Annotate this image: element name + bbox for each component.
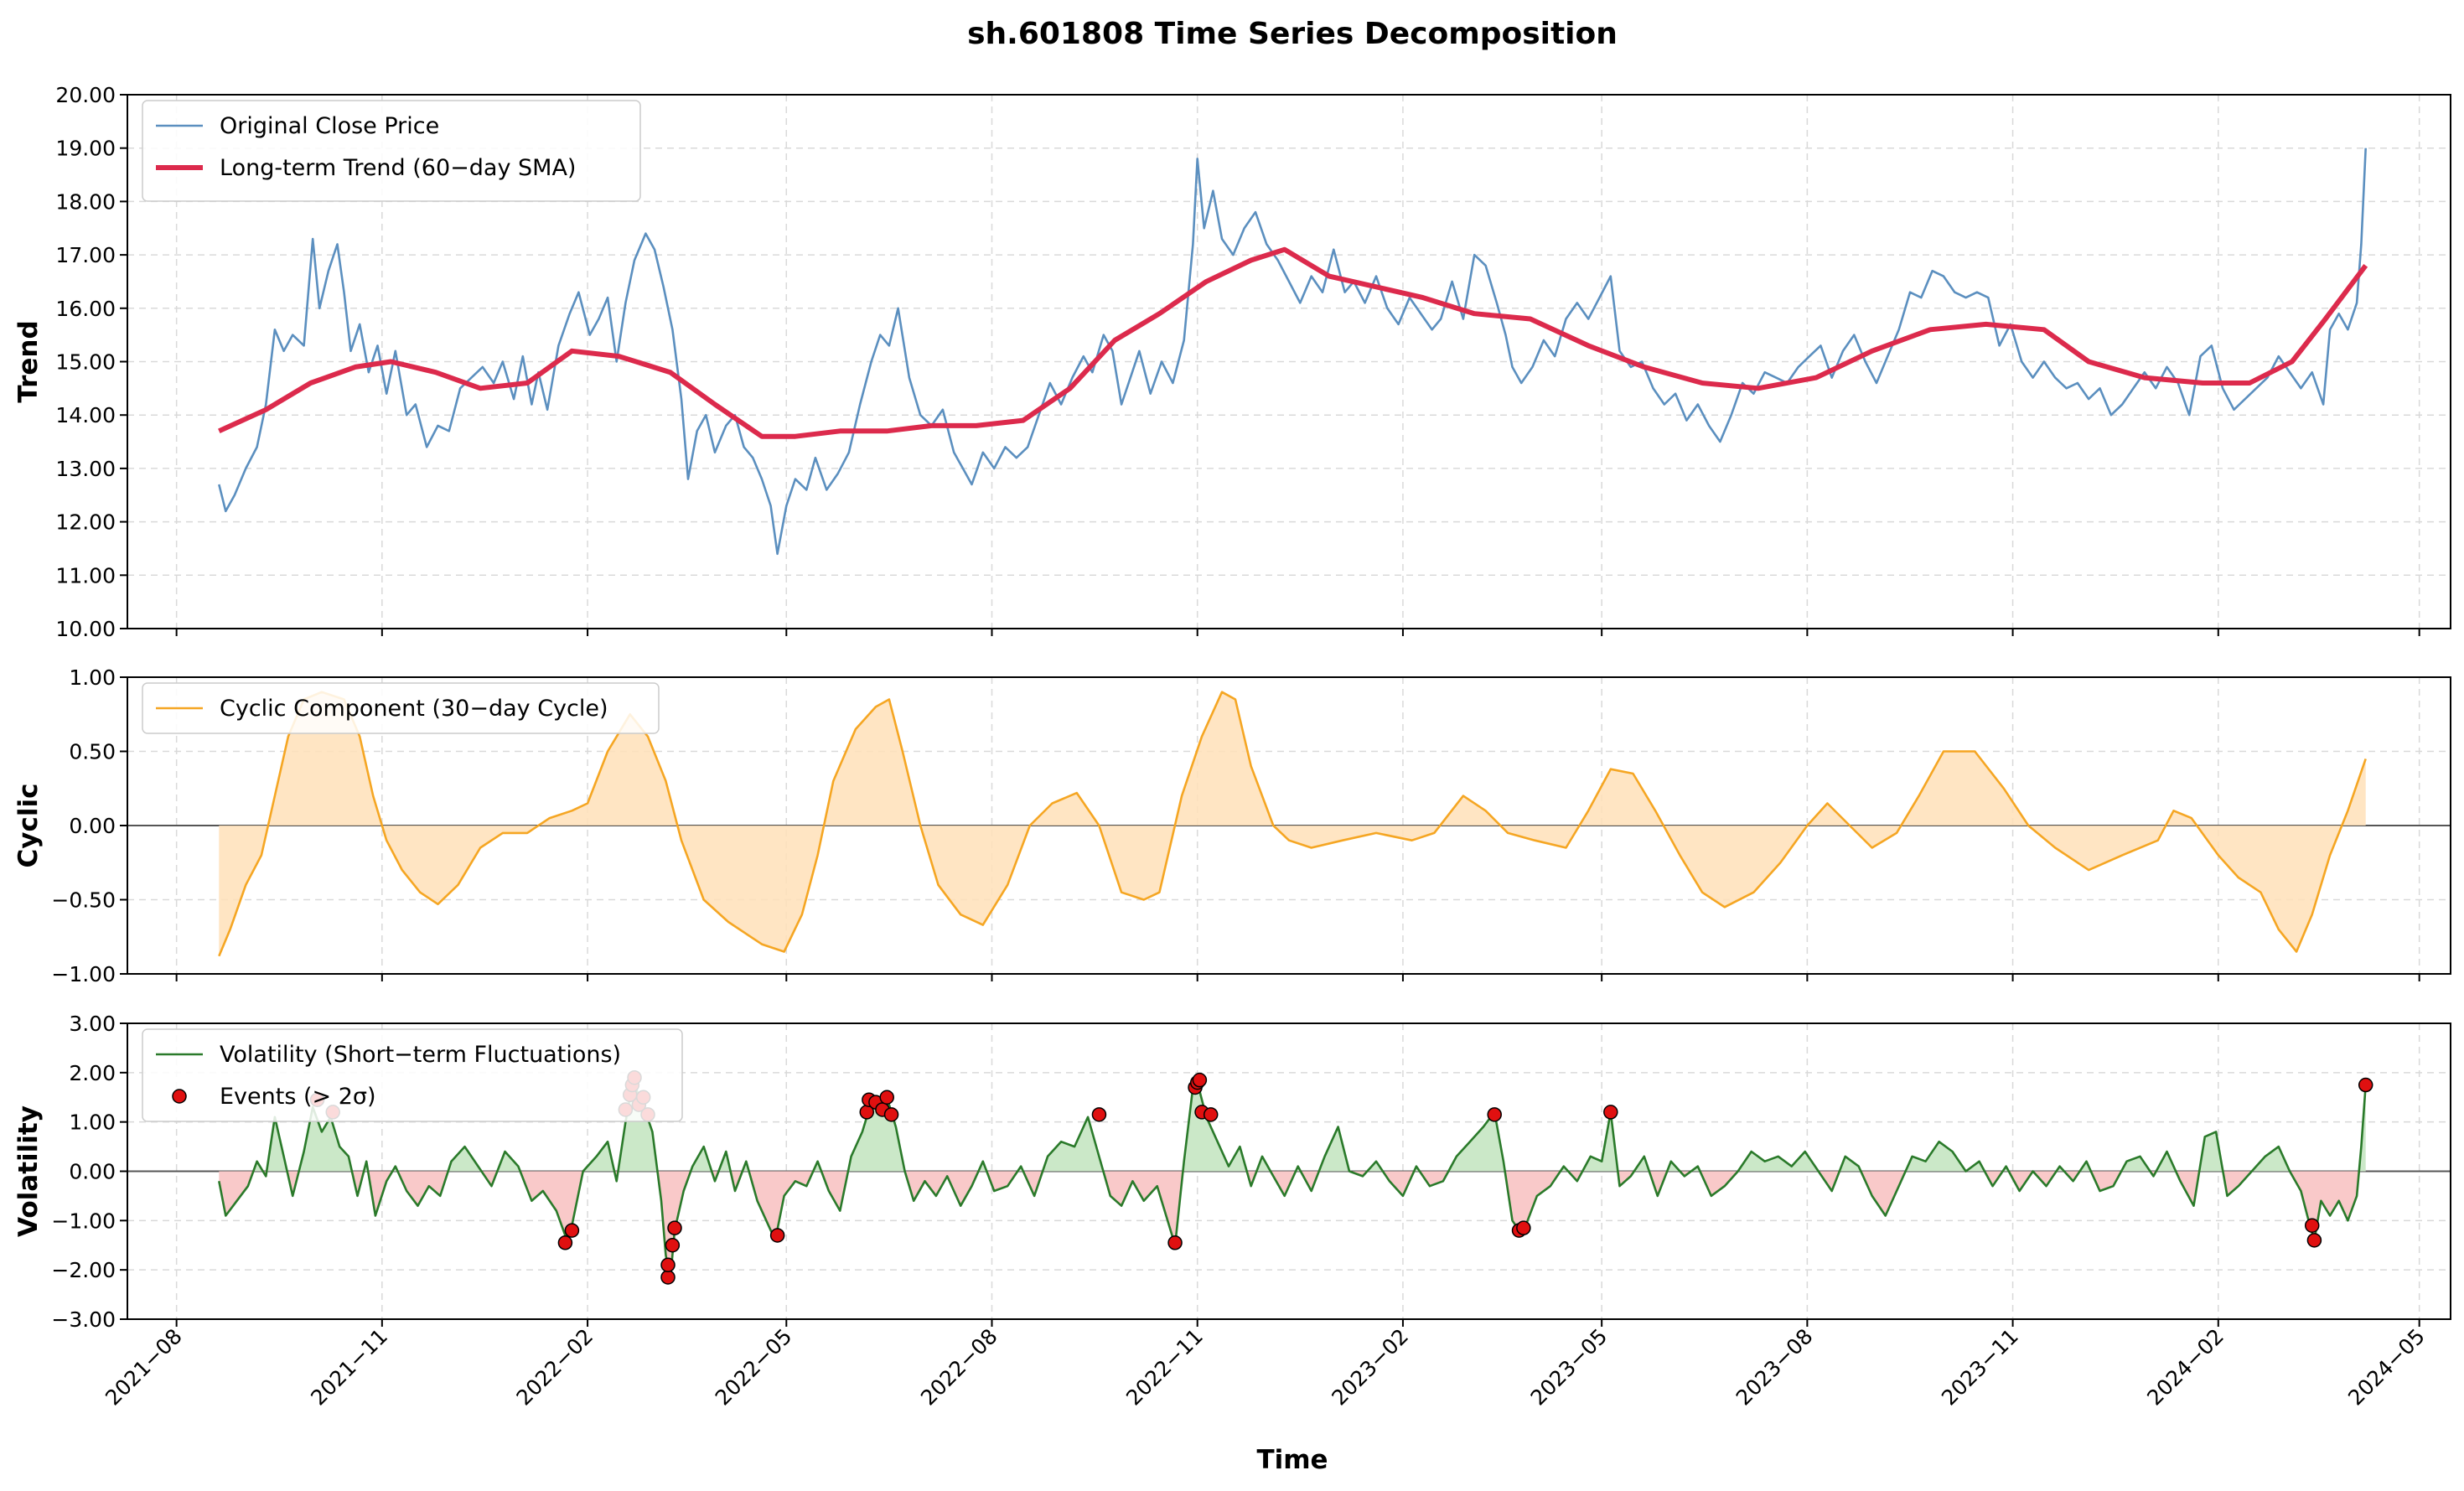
x-tick-label: 2024−05	[2343, 1324, 2430, 1411]
legend-label: Long-term Trend (60−day SMA)	[220, 155, 576, 181]
legend-marker	[172, 1089, 187, 1104]
legend-label: Cyclic Component (30−day Cycle)	[220, 696, 608, 722]
event-point	[2358, 1077, 2373, 1093]
panels-layer: 10.00 11.00 12.00 13.00 14.00 15.00 16.00 17.00…	[13, 83, 2451, 1411]
y-tick-label: 14.00	[55, 403, 116, 427]
cyclic-area-fill	[219, 691, 2366, 956]
legend-label: Volatility (Short−term Fluctuations)	[220, 1042, 621, 1068]
event-point	[1603, 1105, 1618, 1120]
x-tick-label: 2021−11	[306, 1324, 392, 1411]
plot-content	[218, 148, 2368, 556]
y-tick-label: 10.00	[55, 617, 116, 641]
y-tick-label: 2.00	[69, 1061, 116, 1085]
y-tick-label: 16.00	[55, 297, 116, 321]
y-axis-label-cyclic: Cyclic	[13, 784, 44, 868]
legend-box	[142, 1028, 683, 1122]
y-tick-label: 1.00	[69, 1110, 116, 1135]
series-cyclic-0-line	[218, 691, 2367, 957]
event-point	[883, 1107, 899, 1122]
chart-title: sh.601808 Time Series Decomposition	[967, 17, 1618, 51]
legend-trend: Original Close Price Long-term Trend (60−…	[142, 100, 641, 202]
panel-trend: 10.00 11.00 12.00 13.00 14.00 15.00 16.00 17.00…	[13, 83, 2451, 641]
legend-label: Events (> 2σ)	[220, 1084, 376, 1110]
event-point	[660, 1257, 676, 1273]
y-tick-label: 0.50	[69, 740, 116, 764]
y-tick-label: 1.00	[69, 665, 116, 690]
volatility-negative-fill	[219, 1171, 2366, 1280]
y-tick-label: 12.00	[55, 510, 116, 535]
y-tick-label: −0.50	[51, 888, 116, 913]
y-axis-label-trend: Trend	[13, 320, 44, 402]
x-tick-label: 2023−05	[1526, 1324, 1612, 1411]
series-trend-1-line	[218, 246, 2368, 439]
event-point	[1167, 1235, 1183, 1250]
y-tick-label: −2.00	[51, 1258, 116, 1282]
y-tick-label: 18.00	[55, 189, 116, 214]
event-point	[769, 1228, 785, 1243]
x-axis-label: Time	[1256, 1445, 1328, 1475]
y-tick-label: 20.00	[55, 83, 116, 107]
x-tick-label: 2022−11	[1121, 1324, 1208, 1411]
x-tick-label: 2021−08	[101, 1324, 187, 1411]
event-point	[1203, 1107, 1219, 1122]
legend-volatility: Volatility (Short−term Fluctuations) Even…	[142, 1028, 683, 1122]
event-point	[879, 1090, 894, 1105]
event-point	[1516, 1220, 1531, 1235]
x-tick-label: 2022−08	[916, 1324, 1002, 1411]
event-point	[557, 1235, 573, 1250]
x-tick-label: 2023−08	[1732, 1324, 1818, 1411]
event-point	[564, 1223, 580, 1238]
y-tick-label: 11.00	[55, 563, 116, 588]
x-tick-label: 2023−02	[1327, 1324, 1413, 1411]
x-tick-label: 2023−11	[1937, 1324, 2023, 1411]
event-point	[2304, 1218, 2320, 1233]
y-tick-label: 17.00	[55, 243, 116, 267]
series-trend-0-line	[218, 148, 2367, 556]
y-tick-label: −1.00	[51, 1209, 116, 1233]
y-tick-label: 19.00	[55, 137, 116, 161]
event-point	[665, 1238, 681, 1253]
y-tick-label: 3.00	[69, 1012, 116, 1036]
legend-label: Original Close Price	[220, 113, 439, 139]
y-tick-label: 15.00	[55, 350, 116, 375]
legend-cyclic: Cyclic Component (30−day Cycle)	[142, 682, 660, 734]
y-tick-label: 13.00	[55, 457, 116, 481]
y-tick-label: 0.00	[69, 1160, 116, 1184]
event-point	[667, 1220, 682, 1235]
x-tick-label: 2024−02	[2142, 1324, 2228, 1411]
panel-cyclic: −1.00 −0.50 0.00 0.50 1.00 Cyclic Cyclic Compo…	[13, 665, 2451, 986]
event-point	[660, 1270, 676, 1285]
event-point	[2306, 1233, 2322, 1248]
x-tick-label: 2022−02	[512, 1324, 598, 1411]
panel-volatility: −3.00 −2.00 −1.00 0.00 1.00 2.00 3.00 2021−08 20…	[13, 1012, 2451, 1411]
y-tick-label: −3.00	[51, 1307, 116, 1332]
y-axis-label-volatility: Volatility	[13, 1105, 44, 1237]
event-point	[1192, 1072, 1208, 1088]
x-tick-label: 2022−05	[711, 1324, 797, 1411]
plot-content	[127, 691, 2451, 957]
y-tick-label: 0.00	[69, 814, 116, 838]
event-point	[1487, 1107, 1502, 1122]
legend-box	[142, 100, 641, 202]
y-tick-label: −1.00	[51, 962, 116, 986]
volatility-positive-fill	[219, 1082, 2366, 1172]
legend-box	[142, 682, 660, 734]
event-point	[1091, 1107, 1107, 1122]
